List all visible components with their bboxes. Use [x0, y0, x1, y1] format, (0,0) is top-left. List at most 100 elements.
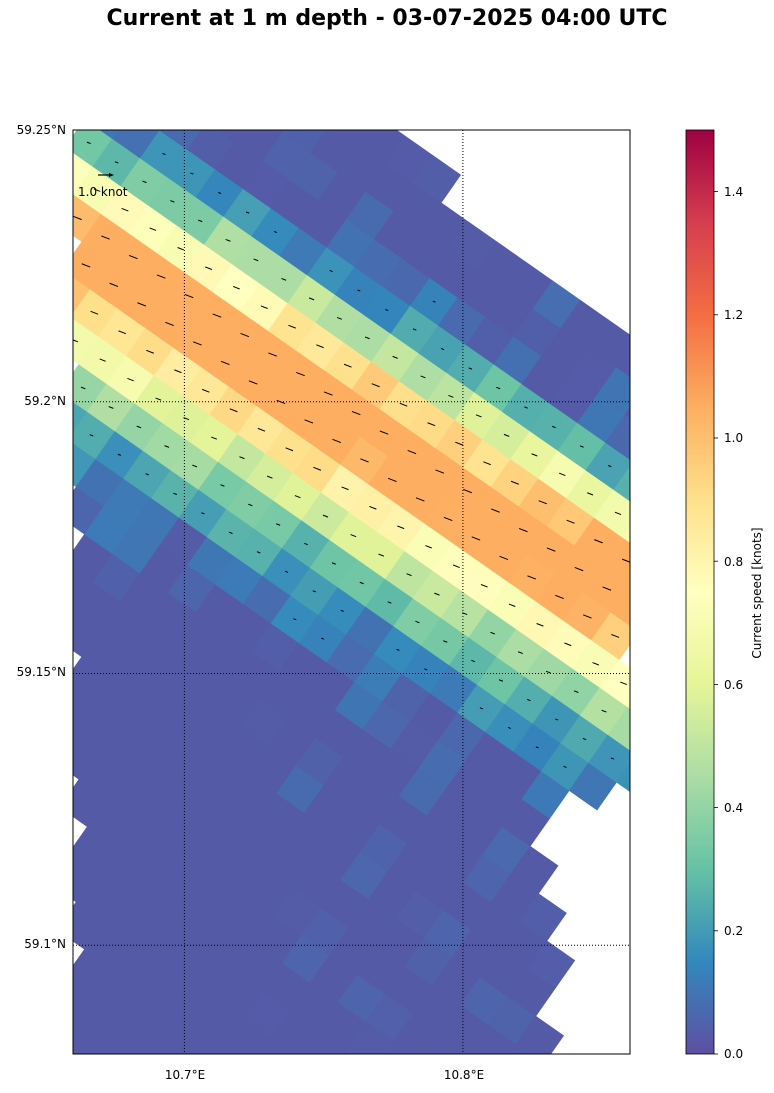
current-arrow [350, 534, 357, 538]
current-arrow [81, 263, 91, 268]
current-arrow [385, 309, 389, 312]
grid-cell [515, 1015, 565, 1054]
current-arrow [336, 316, 343, 320]
current-arrow [198, 219, 203, 223]
current-arrow [239, 456, 245, 460]
current-arrow [174, 369, 182, 374]
grid-cell [302, 77, 349, 124]
current-arrow [371, 383, 380, 388]
current-arrow [545, 670, 551, 674]
current-arrow [574, 566, 584, 572]
current-arrow [146, 349, 154, 354]
lat-label-59-1: 59.1°N [24, 937, 66, 951]
current-arrow [463, 488, 472, 494]
current-arrow [443, 516, 453, 522]
grid-cell [158, 130, 161, 131]
current-arrow [527, 575, 536, 580]
current-arrow [240, 332, 250, 338]
current-arrow [420, 375, 426, 379]
colorbar-tick-label: 0.6 [724, 678, 744, 692]
current-arrow [518, 527, 528, 533]
lon-label-10-8: 10.8°E [443, 1068, 485, 1082]
colorbar-tick-label: 0.0 [724, 1047, 744, 1061]
grid-cell [342, 1049, 354, 1054]
current-arrow [475, 414, 482, 418]
current-arrow [117, 453, 122, 456]
current-arrow [678, 598, 686, 601]
current-arrow [582, 614, 592, 619]
current-arrow [434, 592, 440, 596]
current-arrow [490, 631, 495, 635]
grid-cell [218, 1046, 235, 1054]
current-arrow [517, 651, 523, 655]
grid-cell [605, 414, 630, 460]
current-arrow [162, 152, 166, 156]
current-arrow [601, 709, 607, 713]
grid-cell [281, 130, 327, 154]
current-arrow [296, 371, 305, 377]
colorbar-tick-marks [714, 191, 718, 1055]
current-arrow [293, 618, 297, 621]
current-arrow [524, 406, 528, 409]
colorbar-tick-label: 1.0 [724, 431, 744, 445]
current-arrow [499, 555, 509, 561]
current-arrow [201, 388, 210, 393]
current-arrow [412, 328, 417, 331]
current-arrow [471, 659, 476, 663]
current-arrow [468, 367, 473, 370]
current-arrow [80, 386, 86, 390]
current-arrow [357, 289, 361, 292]
current-arrow [73, 339, 79, 343]
current-arrow [392, 355, 398, 359]
current-arrow [630, 606, 638, 609]
current-arrow [304, 419, 314, 424]
current-arrow [582, 737, 587, 741]
current-arrow [285, 447, 294, 452]
plot-frame [72, 129, 631, 1055]
current-arrow [607, 464, 612, 468]
current-arrow [573, 690, 579, 693]
current-arrow [192, 464, 198, 468]
current-arrow [127, 377, 134, 382]
current-arrow [387, 601, 392, 604]
current-arrow [563, 765, 567, 768]
current-arrow [260, 305, 268, 309]
current-arrow [364, 336, 370, 340]
current-arrow [99, 358, 106, 362]
current-arrow [225, 238, 231, 242]
current-arrow [284, 570, 289, 573]
current-arrow [340, 609, 344, 612]
grid-cell [602, 536, 630, 585]
current-arrow [228, 531, 233, 534]
current-arrow [220, 484, 225, 487]
current-arrow [498, 679, 504, 682]
current-arrow [118, 330, 127, 335]
current-arrow [66, 169, 72, 171]
grid-cell [644, 359, 691, 406]
current-arrow [331, 562, 336, 565]
current-arrow [526, 698, 531, 702]
current-arrow [351, 410, 361, 416]
current-arrow [109, 282, 119, 288]
current-arrow [620, 681, 627, 686]
current-arrow [378, 553, 385, 557]
current-arrow [229, 408, 238, 413]
reference-arrow-label: 1.0 knot [78, 185, 128, 199]
lon-label-10-7: 10.7°E [164, 1068, 206, 1082]
current-arrow [321, 637, 325, 640]
colorbar-tick-label: 0.4 [724, 801, 744, 815]
current-arrow [587, 492, 594, 496]
current-arrow [248, 380, 258, 385]
current-arrow [555, 718, 559, 721]
current-arrow [471, 536, 481, 541]
current-arrow [137, 302, 147, 307]
grid-cell [633, 434, 680, 481]
current-arrow [142, 180, 147, 184]
colorbar-tick-label: 0.8 [724, 555, 744, 569]
current-arrow [407, 449, 417, 455]
current-arrow [165, 321, 174, 327]
current-arrow [455, 441, 464, 446]
current-arrow [62, 292, 70, 295]
current-arrow [173, 492, 177, 495]
